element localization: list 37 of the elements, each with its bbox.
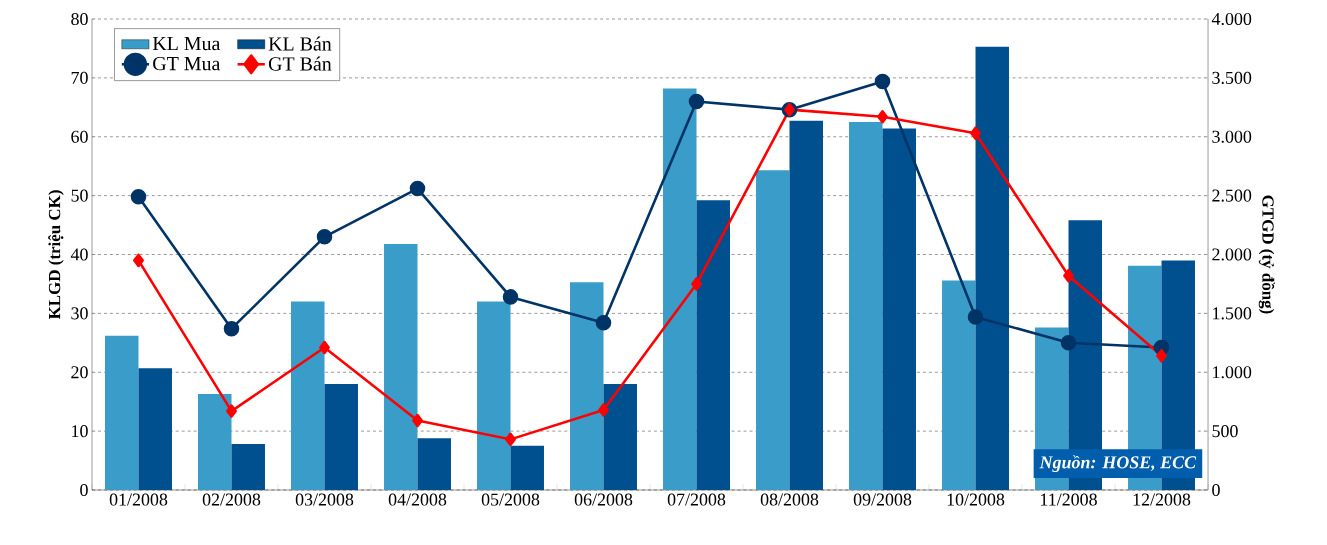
legend-label: KL Mua xyxy=(152,36,221,51)
y2-tick-label: 1.000 xyxy=(1213,366,1252,379)
y2-tick-label: 0 xyxy=(1212,483,1220,497)
legend-label: KL Bán xyxy=(268,36,332,51)
x-tick-label: 07/2008 xyxy=(667,493,726,506)
x-tick-label: 11/2008 xyxy=(1041,493,1097,506)
y-tick-label: 70 xyxy=(71,71,88,84)
y2-tick-label: 3.000 xyxy=(1212,130,1252,143)
x-tick-label: 12/2008 xyxy=(1133,493,1191,506)
x-tick-label: 01/2008 xyxy=(109,493,168,506)
y-tick-label: 80 xyxy=(71,12,88,26)
y2-tick-label: 500 xyxy=(1212,425,1238,438)
x-tick-label: 08/2008 xyxy=(760,493,819,506)
y-tick-label: 30 xyxy=(71,307,88,320)
x-tick-label: 10/2008 xyxy=(947,493,1005,506)
y2-tick-label: 4.000 xyxy=(1211,12,1252,26)
annotation: Nguồn: HOSE, ECC xyxy=(1039,455,1197,473)
y2-tick-label: 2.500 xyxy=(1212,189,1252,202)
legend-label: GT Bán xyxy=(268,56,332,71)
y-tick-label: 20 xyxy=(71,366,88,379)
x-tick-label: 02/2008 xyxy=(202,493,261,506)
x-tick-label: 09/2008 xyxy=(853,493,912,506)
y-axis-title: KLGD (triệu CK) xyxy=(48,190,64,320)
x-tick-label: 04/2008 xyxy=(388,493,447,506)
x-tick-label: 05/2008 xyxy=(481,493,540,506)
x-tick-label: 03/2008 xyxy=(295,493,354,506)
y-tick-label: 60 xyxy=(71,130,88,143)
y-tick-label: 50 xyxy=(71,189,88,202)
y-tick-label: 0 xyxy=(80,483,88,497)
legend-label: GT Mua xyxy=(153,56,221,71)
y-tick-label: 10 xyxy=(72,425,88,438)
y-tick-label: 40 xyxy=(70,248,88,261)
x-tick-label: 06/2008 xyxy=(574,493,633,506)
y2-axis-title: GTGD (tỷ đồng) xyxy=(1258,195,1275,314)
y2-tick-label: 1.500 xyxy=(1213,307,1252,320)
y2-tick-label: 2.000 xyxy=(1212,248,1252,261)
y2-tick-label: 3.500 xyxy=(1212,71,1252,84)
